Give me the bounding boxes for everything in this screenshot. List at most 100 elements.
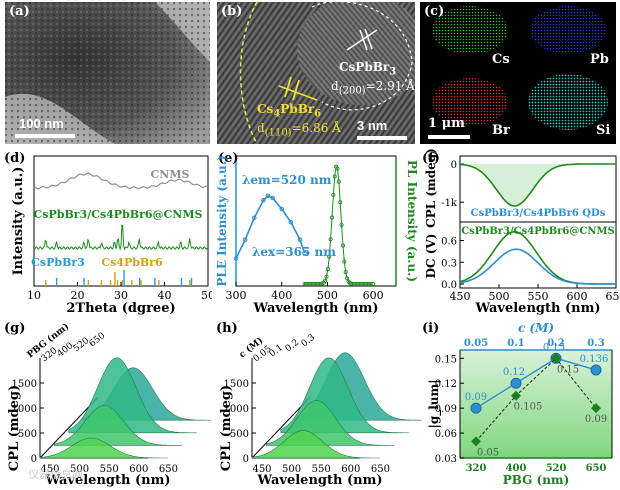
data-label-pbg: 0.05 [477, 447, 499, 458]
series-line-pbg [475, 357, 597, 442]
x-tick-label: 50 [201, 289, 212, 302]
data-point-c [590, 364, 602, 376]
panel-a-tem-image: (a) 100 nm [5, 2, 210, 144]
ple-point [288, 219, 294, 225]
y-tick-label: 0.15 [435, 354, 457, 365]
d-spacing-value: =6.86 Å [291, 121, 341, 136]
panel-d-xrd-chart: 10 20 30 40 50 (d) Intensity (a.u.) 2Theta (… [0, 148, 212, 318]
ple-point [242, 237, 248, 243]
x-tick-label: 500 [489, 290, 510, 303]
x-tick-label: 600 [341, 464, 360, 475]
series-ribbon [39, 437, 168, 459]
x-tick-label-top: 0.3 [587, 338, 604, 349]
panel-i-glum-chart: 0.03 0.06 0.09 0.12 0.15 320 400 520 650 0.05 0.1 0… [422, 318, 620, 490]
x-tick-label: 450 [40, 464, 59, 475]
hrtem-image [217, 2, 415, 144]
d-subscript: (200) [338, 85, 366, 97]
series-line-qds [459, 163, 616, 207]
panel-label-c: (c) [424, 4, 445, 19]
y-axis-label-right: PL Intensity (a.u.) [405, 160, 419, 282]
x-tick-label-bottom: 320 [466, 463, 487, 474]
x-tick-label: 600 [567, 290, 588, 303]
scale-bar-label-a: 100 nm [19, 116, 64, 131]
series-line-dc [459, 248, 616, 285]
series-line-cnms [33, 172, 209, 190]
x-tick-label: 650 [371, 464, 390, 475]
ple-point [279, 206, 285, 212]
depth-tick-label: 400 [56, 341, 76, 360]
depth-tick-label: 650 [88, 331, 108, 350]
y-axis-label: CPL (mdeg) [219, 385, 234, 471]
panel-f-cpl-dc-chart: 450 500 550 600 650 0 -1k 0.0 0.3 0.6 (f) CPL (md… [422, 148, 620, 318]
x-axis-label: Wavelength (nm) [45, 473, 171, 488]
x-axis-label: Wavelength (nm) [253, 301, 379, 316]
y-tick-label: 1500 [224, 379, 249, 390]
ple-point [251, 215, 257, 221]
y-tick-label: 0.06 [435, 429, 457, 440]
label-subscript: 3 [389, 66, 397, 78]
y-tick-label: 1000 [12, 404, 37, 415]
ple-point [261, 197, 266, 203]
annotation-lambda-ex: λex=365 nm [252, 245, 336, 259]
x-tick-label-bottom: 650 [586, 463, 607, 474]
y-tick-label: 0.0 [441, 280, 457, 291]
x-tick-label: 500 [70, 464, 89, 475]
legend-composite: CsPbBr3/Cs4PbBr6@CNMS [34, 208, 203, 221]
y-tick-label: 0.3 [441, 258, 457, 269]
depth-tick-label: 0.1 [268, 343, 285, 360]
y-tick-label: 0 [31, 454, 37, 465]
y-tick-label: 1000 [224, 404, 249, 415]
label-text: PbBr [280, 102, 315, 116]
d-subscript: (110) [264, 127, 292, 139]
y-tick-label: 0 [243, 454, 249, 465]
legend-cnms: CNMS [151, 168, 190, 181]
x-axis-label: 2Theta (dgree) [66, 301, 175, 316]
x-tick-label: 10 [27, 289, 41, 302]
ple-point [265, 193, 271, 199]
label-text: Cs [257, 102, 274, 116]
y-axis-label: |g_lum| [427, 379, 442, 428]
depth-axis [39, 397, 98, 459]
data-label-pbg: 0.105 [514, 402, 543, 413]
data-point-c [470, 402, 482, 414]
panel-label-g: (g) [4, 321, 25, 336]
eds-label-pb: Pb [590, 52, 609, 67]
x-tick-label: 500 [317, 289, 338, 302]
ple-point [233, 256, 239, 261]
x-tick-label-bottom: 520 [546, 463, 567, 474]
y-tick-label: 500 [230, 429, 249, 440]
ple-point [270, 195, 275, 201]
y-tick-label: 0.03 [435, 454, 457, 465]
series-line-composite [34, 224, 208, 251]
x-tick-label: 600 [129, 464, 148, 475]
data-point-pbg [551, 353, 561, 364]
d-spacing-value: =2.91 Å [365, 79, 415, 94]
data-label-pbg: 0.15 [557, 364, 579, 375]
y-axis-label-top: CPL (mdeg) [424, 148, 438, 228]
y-tick-label: 0.6 [441, 237, 457, 248]
x-tick-label: 650 [159, 464, 178, 475]
panel-g-3d-cpl-pbg: 0 500 1000 1500 450 500 550 600 650 PBG (nm) 320 40… [0, 318, 212, 490]
depth-tick-label: 520 [72, 336, 92, 355]
series-area-qds [460, 164, 616, 206]
x-tick-label: 400 [271, 289, 292, 302]
x-tick-label-bottom: 400 [506, 463, 527, 474]
y-tick-label: 0.09 [435, 404, 457, 415]
label-subscript: 4 [273, 108, 281, 120]
series-line-ple [235, 194, 306, 259]
legend-qds: CsPbBr3/Cs4PbBr6 QDs [471, 208, 606, 219]
legend-cspbbr3: CsPbBr3 [31, 256, 85, 269]
x-tick-label-top: 0.2 [547, 338, 564, 349]
tem-image-lowmag [5, 2, 210, 144]
x-tick-label: 550 [312, 464, 331, 475]
watermark: 仪器信息网 [28, 468, 83, 481]
x-tick-label: 450 [252, 464, 271, 475]
x-tick-label: 30 [114, 289, 128, 302]
panel-label-b: (b) [221, 4, 243, 19]
y-tick-label: 0 [451, 160, 457, 171]
series-ribbon [54, 405, 183, 446]
data-point-pbg [511, 390, 521, 401]
cpl-dc-chart-svg: 450 500 550 600 650 0 -1k 0.0 0.3 0.6 (f) CPL (md… [422, 148, 620, 316]
x-tick-label: 600 [363, 289, 384, 302]
